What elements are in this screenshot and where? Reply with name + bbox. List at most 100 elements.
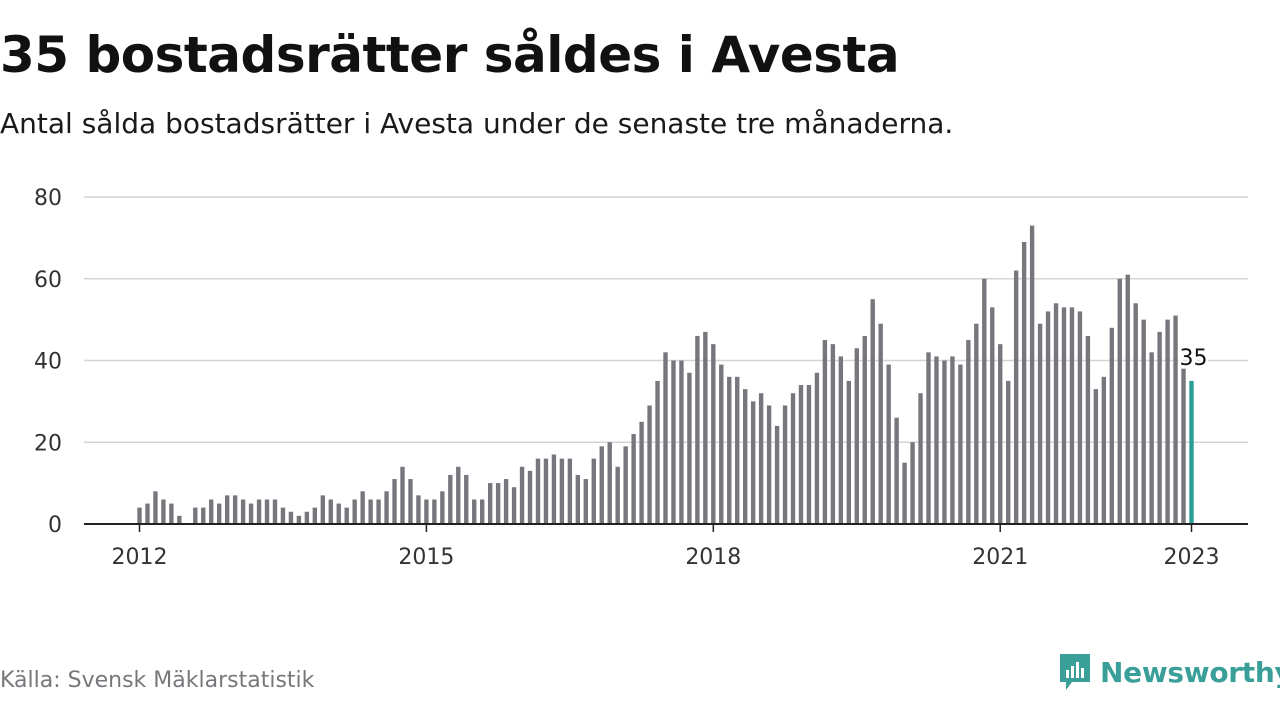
bar xyxy=(1125,274,1130,524)
bar xyxy=(376,499,381,524)
bar xyxy=(232,495,238,524)
bar xyxy=(519,466,525,524)
bar xyxy=(153,491,158,524)
source-note: Källa: Svensk Mäklarstatistik xyxy=(0,668,315,693)
bar xyxy=(790,393,796,524)
bar xyxy=(1141,319,1146,524)
bar xyxy=(1181,368,1186,524)
bar xyxy=(902,462,907,524)
bar xyxy=(527,470,533,524)
bar xyxy=(870,299,875,524)
bar xyxy=(998,344,1003,524)
bar xyxy=(735,376,740,524)
bar xyxy=(1117,278,1122,524)
bar xyxy=(1165,319,1170,524)
bar xyxy=(201,507,206,524)
bar xyxy=(1173,315,1178,524)
y-tick-label: 80 xyxy=(34,186,62,211)
bar xyxy=(663,352,668,524)
bar xyxy=(846,380,851,524)
bar xyxy=(384,491,389,524)
bar xyxy=(878,323,883,524)
bar xyxy=(838,356,844,524)
bar xyxy=(1085,335,1091,524)
bar xyxy=(782,405,788,524)
bar xyxy=(288,511,294,524)
bar xyxy=(304,511,310,524)
bar xyxy=(1045,311,1051,524)
bar xyxy=(695,335,700,524)
bar xyxy=(966,340,971,524)
bar xyxy=(591,458,596,524)
bar xyxy=(942,360,947,524)
bar xyxy=(615,466,620,524)
bar xyxy=(687,372,692,524)
y-tick-label: 0 xyxy=(48,513,62,538)
bar xyxy=(432,499,437,524)
bar xyxy=(209,499,214,524)
bar xyxy=(272,499,278,524)
bar xyxy=(982,278,987,524)
bar xyxy=(1029,225,1035,525)
bar xyxy=(320,495,325,524)
bar xyxy=(934,356,939,524)
bar xyxy=(758,393,764,524)
bar xyxy=(671,360,676,524)
bar xyxy=(711,344,716,524)
x-tick-label: 2023 xyxy=(1164,545,1220,570)
bar xyxy=(822,340,828,524)
bar xyxy=(503,479,509,524)
bar xyxy=(487,483,493,524)
bar xyxy=(177,515,182,524)
bar xyxy=(918,393,923,524)
y-tick-label: 60 xyxy=(34,268,62,293)
bar xyxy=(910,442,915,524)
bar xyxy=(280,507,286,524)
x-tick-label: 2012 xyxy=(112,545,168,570)
bar xyxy=(448,474,453,524)
x-tick-label: 2018 xyxy=(685,545,741,570)
bar xyxy=(1037,323,1043,524)
bar xyxy=(368,499,373,524)
bar xyxy=(312,507,318,524)
bar xyxy=(193,507,198,524)
bar xyxy=(1133,303,1138,524)
chart-title: 35 bostadsrätter såldes i Avesta xyxy=(0,26,900,84)
newsworthy-logo-icon xyxy=(1060,654,1090,690)
bar xyxy=(169,503,174,524)
bar xyxy=(814,372,820,524)
brand-name: Newsworthy xyxy=(1100,655,1280,689)
bar xyxy=(328,499,333,524)
bar xyxy=(440,491,445,524)
bar xyxy=(631,434,636,524)
bar xyxy=(1053,303,1059,524)
bar xyxy=(360,491,365,524)
bar xyxy=(599,446,604,524)
x-tick-label: 2021 xyxy=(972,545,1028,570)
bar xyxy=(464,474,469,524)
bar xyxy=(639,421,644,524)
bar xyxy=(1109,327,1114,524)
bar xyxy=(264,499,270,524)
bar xyxy=(743,389,748,524)
bar xyxy=(559,458,565,524)
bar xyxy=(647,405,652,524)
bar xyxy=(352,499,357,524)
bar xyxy=(400,466,405,524)
brand-logo: Newsworthy xyxy=(1058,652,1280,692)
bar xyxy=(256,499,262,524)
chart-subtitle: Antal sålda bostadsrätter i Avesta under… xyxy=(0,107,954,140)
data-label: 35 xyxy=(1180,346,1208,371)
bar xyxy=(217,503,222,524)
bar xyxy=(990,307,995,524)
bar xyxy=(950,356,955,524)
bar xyxy=(336,503,341,524)
bar-chart: 0 20 40 60 80 2012 2015 2018 2021 2023 35 xyxy=(34,186,1248,570)
bar xyxy=(224,495,230,524)
bar xyxy=(1149,352,1154,524)
bar xyxy=(830,344,836,524)
bar xyxy=(1006,380,1011,524)
bar xyxy=(798,385,804,524)
bar xyxy=(774,425,780,524)
bar xyxy=(1069,307,1075,524)
